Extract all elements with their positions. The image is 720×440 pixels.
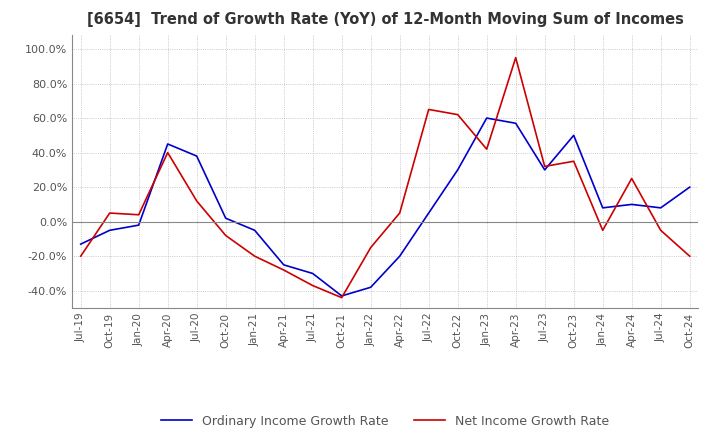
Net Income Growth Rate — [192, 198, 201, 204]
Ordinary Income Growth Rate — [570, 133, 578, 138]
Net Income Growth Rate — [511, 55, 520, 60]
Net Income Growth Rate — [135, 212, 143, 217]
Net Income Growth Rate — [395, 210, 404, 216]
Ordinary Income Growth Rate — [395, 253, 404, 259]
Net Income Growth Rate — [105, 210, 114, 216]
Net Income Growth Rate — [570, 158, 578, 164]
Ordinary Income Growth Rate — [627, 202, 636, 207]
Net Income Growth Rate — [685, 253, 694, 259]
Net Income Growth Rate — [541, 164, 549, 169]
Net Income Growth Rate — [251, 253, 259, 259]
Net Income Growth Rate — [424, 107, 433, 112]
Legend: Ordinary Income Growth Rate, Net Income Growth Rate: Ordinary Income Growth Rate, Net Income … — [156, 410, 614, 433]
Net Income Growth Rate — [221, 233, 230, 238]
Ordinary Income Growth Rate — [221, 216, 230, 221]
Ordinary Income Growth Rate — [308, 271, 317, 276]
Ordinary Income Growth Rate — [135, 223, 143, 228]
Net Income Growth Rate — [338, 295, 346, 300]
Ordinary Income Growth Rate — [105, 227, 114, 233]
Net Income Growth Rate — [482, 147, 491, 152]
Ordinary Income Growth Rate — [192, 154, 201, 159]
Net Income Growth Rate — [163, 150, 172, 155]
Net Income Growth Rate — [308, 283, 317, 288]
Line: Ordinary Income Growth Rate: Ordinary Income Growth Rate — [81, 118, 690, 296]
Line: Net Income Growth Rate: Net Income Growth Rate — [81, 58, 690, 297]
Ordinary Income Growth Rate — [541, 167, 549, 172]
Ordinary Income Growth Rate — [76, 242, 85, 247]
Ordinary Income Growth Rate — [657, 205, 665, 210]
Net Income Growth Rate — [598, 227, 607, 233]
Ordinary Income Growth Rate — [366, 285, 375, 290]
Title: [6654]  Trend of Growth Rate (YoY) of 12-Month Moving Sum of Incomes: [6654] Trend of Growth Rate (YoY) of 12-… — [87, 12, 683, 27]
Net Income Growth Rate — [657, 227, 665, 233]
Ordinary Income Growth Rate — [424, 210, 433, 216]
Ordinary Income Growth Rate — [685, 184, 694, 190]
Ordinary Income Growth Rate — [251, 227, 259, 233]
Net Income Growth Rate — [366, 245, 375, 250]
Ordinary Income Growth Rate — [482, 115, 491, 121]
Net Income Growth Rate — [279, 268, 288, 273]
Ordinary Income Growth Rate — [338, 293, 346, 299]
Ordinary Income Growth Rate — [511, 121, 520, 126]
Ordinary Income Growth Rate — [598, 205, 607, 210]
Net Income Growth Rate — [627, 176, 636, 181]
Ordinary Income Growth Rate — [279, 262, 288, 268]
Ordinary Income Growth Rate — [163, 141, 172, 147]
Net Income Growth Rate — [76, 253, 85, 259]
Net Income Growth Rate — [454, 112, 462, 117]
Ordinary Income Growth Rate — [454, 167, 462, 172]
